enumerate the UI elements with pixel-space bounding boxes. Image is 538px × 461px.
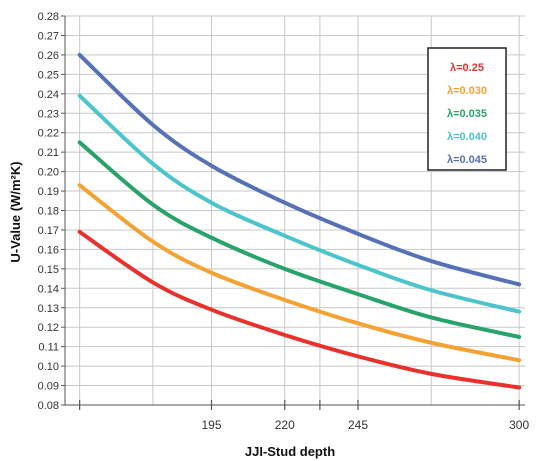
legend-entry: λ=0.035 — [447, 108, 487, 120]
y-tick-label: 0.21 — [38, 147, 59, 159]
x-axis-ticks: 195 220 245 300 — [79, 400, 529, 432]
y-axis-title: U-Value (W/m²K) — [8, 161, 23, 262]
series-line-2 — [77, 140, 522, 339]
x-tick-label: 195 — [201, 418, 221, 432]
y-tick-label: 0.28 — [38, 11, 59, 23]
y-tick-label: 0.20 — [38, 167, 59, 179]
legend-entry: λ=0.040 — [447, 131, 487, 143]
y-tick-label: 0.17 — [38, 225, 59, 237]
y-tick-label: 0.11 — [38, 342, 59, 354]
series-line-3 — [77, 93, 522, 314]
x-tick-label: 245 — [348, 418, 368, 432]
series-line-1 — [77, 183, 522, 363]
y-tick-label: 0.15 — [38, 264, 59, 276]
series-line-4 — [77, 52, 522, 287]
y-tick-label: 0.19 — [38, 186, 59, 198]
y-tick-label: 0.24 — [38, 89, 59, 101]
legend-entry: λ=0.25 — [450, 62, 484, 74]
y-tick-label: 0.23 — [38, 108, 59, 120]
y-tick-label: 0.09 — [38, 381, 59, 393]
y-tick-label: 0.12 — [38, 322, 59, 334]
y-tick-label: 0.27 — [38, 30, 59, 42]
y-axis-ticks: 0.28 0.27 0.26 0.25 0.24 0.23 0.22 0.21 0.20 0.19… — [38, 11, 65, 412]
legend-entry: λ=0.030 — [447, 85, 487, 97]
axes — [64, 16, 525, 406]
y-tick-label: 0.25 — [38, 69, 59, 81]
y-tick-label: 0.08 — [38, 400, 59, 412]
y-tick-label: 0.22 — [38, 128, 59, 140]
legend-entry: λ=0.045 — [447, 154, 487, 166]
legend: λ=0.25 λ=0.030 λ=0.035 λ=0.040 λ=0.045 — [427, 47, 507, 171]
y-tick-label: 0.13 — [38, 303, 59, 315]
x-axis-title: JJI-Stud depth — [245, 444, 335, 459]
x-tick-label: 300 — [509, 418, 529, 432]
y-tick-label: 0.10 — [38, 361, 59, 373]
y-tick-label: 0.18 — [38, 206, 59, 218]
x-tick-label: 220 — [275, 418, 295, 432]
series-lines — [77, 52, 522, 390]
y-tick-label: 0.16 — [38, 244, 59, 256]
y-tick-label: 0.14 — [38, 283, 59, 295]
y-tick-label: 0.26 — [38, 50, 59, 62]
series-line-0 — [77, 229, 522, 390]
legend-box — [427, 47, 507, 171]
